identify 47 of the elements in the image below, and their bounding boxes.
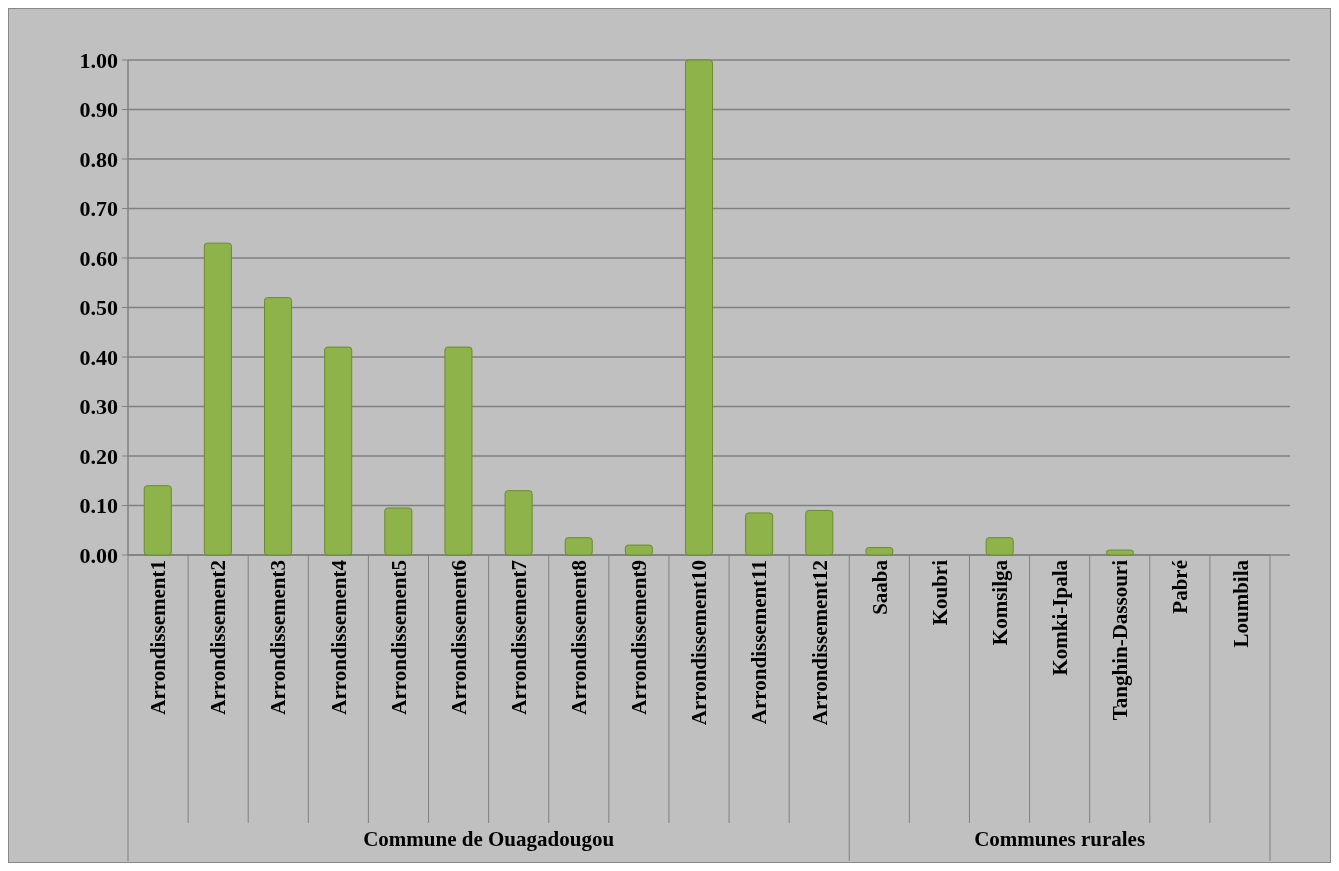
y-tick-label: 0.60 (79, 245, 118, 271)
y-tick-label: 0.90 (79, 97, 118, 123)
bar (384, 507, 413, 556)
x-tick-label: Pabré (1168, 560, 1193, 614)
bar (684, 59, 714, 556)
bar (865, 547, 894, 556)
x-tick-label: Tanghin-Dassouri (1108, 559, 1133, 721)
bar (203, 242, 232, 556)
y-tick-label: 1.00 (79, 47, 118, 73)
x-tick-label: Arrondissement2 (206, 560, 231, 715)
x-tick-label: Arrondissement6 (446, 560, 471, 715)
bar (1105, 549, 1134, 556)
x-tick-label: Arrondissement11 (747, 560, 772, 725)
x-tick-label: Arrondissement12 (807, 560, 832, 726)
bar (564, 537, 593, 556)
x-tick-label: Arrondissement5 (386, 560, 411, 715)
y-tick-label: 0.40 (79, 344, 118, 370)
bar (624, 544, 653, 556)
text: Communes rurales (974, 827, 1146, 851)
x-tick-label: Arrondissement3 (266, 560, 291, 715)
bar (504, 490, 533, 556)
y-tick-label: 0.10 (79, 493, 118, 519)
x-tick-label: Arrondissement7 (506, 560, 531, 715)
x-tick-label: Komki-Ipala (1048, 559, 1073, 676)
y-tick-label: 0.50 (79, 295, 118, 321)
y-tick-label: 0.00 (79, 542, 118, 568)
bar (324, 346, 353, 556)
bar (805, 509, 834, 556)
x-tick-label: Arrondissement8 (567, 560, 592, 715)
y-tick-label: 0.80 (79, 146, 118, 172)
y-tick-label: 0.70 (79, 196, 118, 222)
x-tick-label: Arrondissement9 (627, 560, 652, 715)
x-tick-label: Koubri (927, 559, 952, 626)
y-tick-label: 0.30 (79, 394, 118, 420)
x-tick-label: Arrondissement1 (146, 560, 171, 715)
text: Commune de Ouagadougou (363, 827, 615, 851)
bar (264, 297, 293, 556)
x-tick-label: Komsilga (988, 559, 1013, 646)
x-tick-label: Arrondissement4 (326, 559, 351, 715)
bar (985, 537, 1014, 556)
y-tick-label: 0.20 (79, 443, 118, 469)
bar (745, 512, 774, 556)
bar (444, 346, 473, 556)
bar (143, 485, 172, 556)
x-tick-label: Arrondissement10 (687, 560, 712, 726)
x-tick-label: Loumbila (1228, 559, 1253, 648)
x-tick-label: Saaba (867, 559, 892, 615)
